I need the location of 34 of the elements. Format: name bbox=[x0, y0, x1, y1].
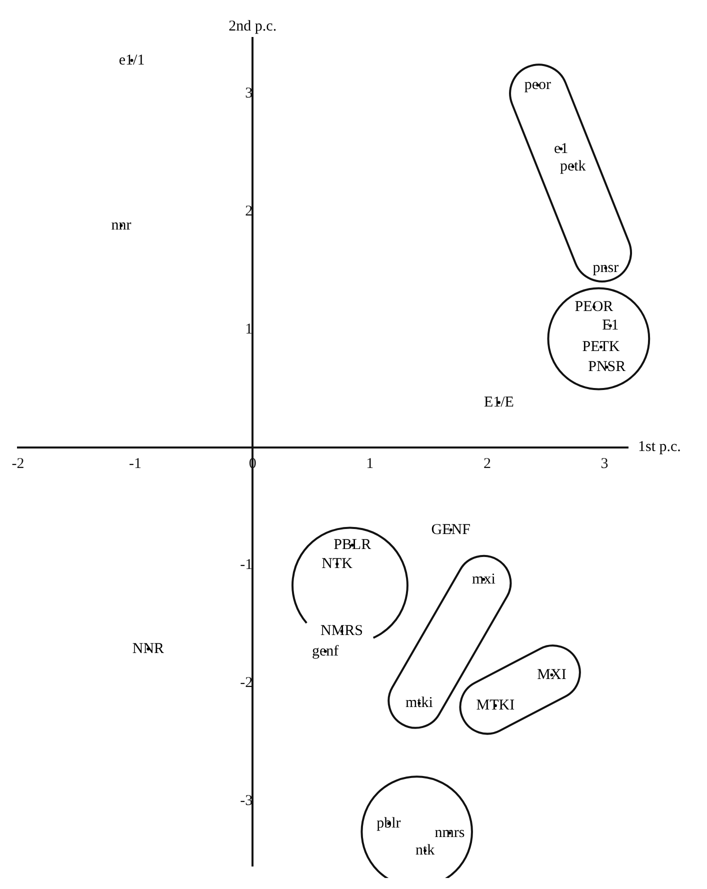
data-label: MTKI bbox=[476, 698, 515, 714]
data-label: GENF bbox=[431, 522, 470, 538]
y-tick-label: 1 bbox=[245, 321, 253, 338]
data-label: mtki bbox=[405, 695, 433, 712]
data-label: PNSR bbox=[588, 359, 626, 376]
data-label: MXI bbox=[537, 666, 566, 683]
data-label: nnr bbox=[111, 217, 132, 234]
data-label: e1/1 bbox=[118, 52, 145, 68]
x-tick-label: -1 bbox=[129, 456, 142, 472]
data-label: mxi bbox=[472, 571, 496, 588]
x-axis-title: 1st p.c. bbox=[638, 439, 681, 456]
x-tick-label: -2 bbox=[12, 456, 24, 472]
data-label: pnsr bbox=[592, 260, 619, 276]
x-tick-label: 3 bbox=[600, 456, 608, 472]
data-label: PBLR bbox=[334, 537, 372, 554]
data-label: genf bbox=[312, 643, 339, 660]
x-tick-label: 1 bbox=[366, 456, 374, 472]
data-label: PEOR bbox=[574, 298, 614, 315]
data-label: e1 bbox=[554, 140, 568, 157]
data-label: peor bbox=[524, 77, 552, 94]
data-label: E1 bbox=[602, 318, 619, 334]
data-label: pblr bbox=[376, 815, 401, 832]
data-label: petk bbox=[560, 158, 586, 174]
data-label: NTK bbox=[322, 556, 353, 572]
y-tick-label: -1 bbox=[240, 557, 253, 574]
data-label: NMRS bbox=[320, 623, 364, 640]
y-tick-label: 2 bbox=[245, 203, 253, 220]
data-label: NNR bbox=[132, 640, 164, 657]
data-label: E1/E bbox=[484, 394, 514, 410]
data-label: PETK bbox=[582, 338, 620, 355]
y-tick-label: -2 bbox=[240, 675, 253, 692]
x-tick-label: 2 bbox=[483, 456, 491, 472]
data-label: nmrs bbox=[434, 824, 465, 841]
y-axis-title: 2nd p.c. bbox=[228, 18, 277, 34]
